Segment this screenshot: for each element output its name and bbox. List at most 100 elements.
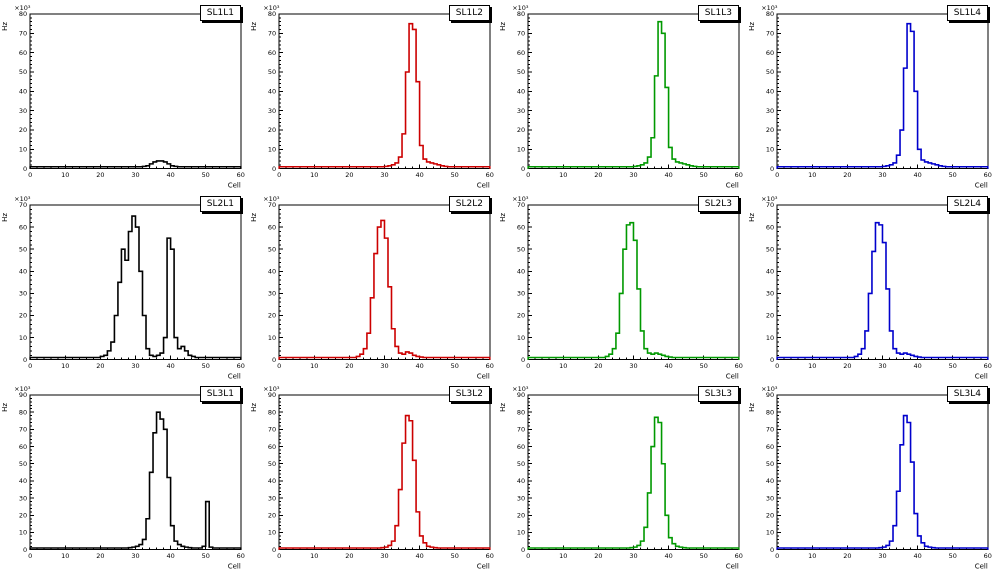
plot-frame [776,394,989,551]
histogram-panel: 0 10 20 30 40 50 60 0 10 20 30 40 50 60 70 Cell Hz ×10³ S… [747,190,996,382]
histogram-panel: 0 10 20 30 40 50 60 0 10 20 30 40 50 60 70 Cell Hz ×10³ S… [0,190,249,382]
histogram-plot: 0 10 20 30 40 50 60 0 10 20 30 40 50 60 70 Cell Hz ×10³ [499,195,743,381]
x-tick-label: 20 [96,362,104,370]
x-tick-label: 60 [735,362,743,370]
x-axis-label: Cell [228,563,241,571]
y-tick-label: 30 [766,107,774,115]
histogram-title: SL1L2 [455,8,483,18]
y-scale-label: ×10³ [14,385,31,393]
x-tick-label: 60 [237,553,245,561]
histogram-line [29,411,242,551]
y-scale-label: ×10³ [761,195,778,203]
x-tick-label: 60 [735,553,743,561]
x-tick-label: 10 [61,362,69,370]
y-tick-label: 70 [268,30,276,38]
y-tick-label: 40 [268,477,276,485]
y-tick-label: 0 [521,356,525,364]
y-tick-label: 40 [766,267,774,275]
y-tick-label: 20 [268,311,276,319]
y-tick-label: 80 [268,409,276,417]
x-tick-label: 40 [166,171,174,179]
y-tick-label: 30 [766,495,774,503]
y-tick-label: 70 [19,30,27,38]
stats-box: SL2L1 [199,195,241,212]
x-tick-label: 30 [380,362,388,370]
y-tick-label: 20 [766,512,774,520]
y-scale-label: ×10³ [14,4,31,12]
x-tick-label: 0 [277,362,281,370]
x-tick-label: 50 [949,171,957,179]
y-tick-label: 60 [19,223,27,231]
y-tick-label: 60 [766,223,774,231]
y-tick-label: 0 [521,165,525,173]
x-tick-label: 30 [131,362,139,370]
y-tick-label: 50 [268,460,276,468]
y-tick-label: 40 [517,267,525,275]
y-tick-label: 20 [766,311,774,319]
x-tick-label: 0 [526,553,530,561]
x-tick-label: 60 [984,171,992,179]
y-tick-label: 60 [268,223,276,231]
x-tick-label: 20 [96,553,104,561]
y-tick-label: 10 [268,333,276,341]
y-tick-label: 30 [268,289,276,297]
y-tick-label: 30 [517,107,525,115]
histogram-plot: 0 10 20 30 40 50 60 0 10 20 30 40 50 60 70 80 Cell Hz ×10³ [1,4,245,190]
y-axis-label: Hz [499,403,507,412]
x-tick-label: 20 [345,171,353,179]
plot-frame [278,13,491,170]
histogram-plot: 0 10 20 30 40 50 60 0 10 20 30 40 50 60 70 80 Cell Hz ×10³ [250,4,494,190]
x-tick-label: 30 [131,171,139,179]
x-tick-label: 60 [237,362,245,370]
y-tick-label: 10 [19,333,27,341]
x-axis-label: Cell [726,372,739,380]
x-axis-label: Cell [228,182,241,190]
histogram-plot: 0 10 20 30 40 50 60 0 10 20 30 40 50 60 70 Cell Hz ×10³ [1,195,245,381]
x-tick-label: 20 [594,171,602,179]
y-tick-label: 90 [517,392,525,400]
y-tick-label: 40 [517,477,525,485]
x-tick-label: 40 [913,553,921,561]
y-tick-label: 0 [272,356,276,364]
y-tick-label: 20 [517,311,525,319]
x-tick-label: 20 [843,553,851,561]
x-axis-label: Cell [726,563,739,571]
histogram-panel: 0 10 20 30 40 50 60 0 10 20 30 40 50 60 70 80 90 Cell Hz ×1… [249,381,498,572]
y-tick-label: 10 [517,146,525,154]
y-tick-label: 70 [517,30,525,38]
y-tick-label: 90 [19,392,27,400]
stats-box: SL1L4 [946,5,988,21]
stats-box: SL3L1 [199,386,241,403]
x-tick-label: 40 [415,362,423,370]
y-tick-label: 80 [19,409,27,417]
histogram-title: SL2L3 [704,198,732,209]
y-tick-label: 10 [766,529,774,537]
histogram-line [29,160,242,169]
x-tick-label: 50 [451,171,459,179]
x-tick-label: 0 [775,553,779,561]
histogram-panel: 0 10 20 30 40 50 60 0 10 20 30 40 50 60 70 Cell Hz ×10³ S… [498,190,747,382]
y-tick-label: 20 [517,126,525,134]
x-axis-label: Cell [975,372,988,380]
x-tick-label: 50 [949,362,957,370]
y-axis-label: Hz [499,212,507,221]
y-tick-label: 70 [268,426,276,434]
y-tick-label: 40 [19,477,27,485]
histogram-title: SL2L2 [455,198,483,209]
x-tick-label: 60 [486,362,494,370]
y-tick-label: 0 [23,165,27,173]
x-tick-label: 30 [629,171,637,179]
x-tick-label: 50 [700,553,708,561]
y-axis-label: Hz [250,22,258,31]
y-scale-label: ×10³ [263,4,280,12]
y-tick-label: 80 [766,10,774,18]
x-tick-label: 40 [415,171,423,179]
stats-box: SL2L2 [448,195,490,212]
histogram-title: SL1L3 [704,8,732,18]
x-tick-label: 50 [202,171,210,179]
x-tick-label: 40 [166,362,174,370]
histogram-title: SL2L4 [953,198,981,209]
x-tick-label: 30 [629,362,637,370]
x-tick-label: 10 [808,171,816,179]
